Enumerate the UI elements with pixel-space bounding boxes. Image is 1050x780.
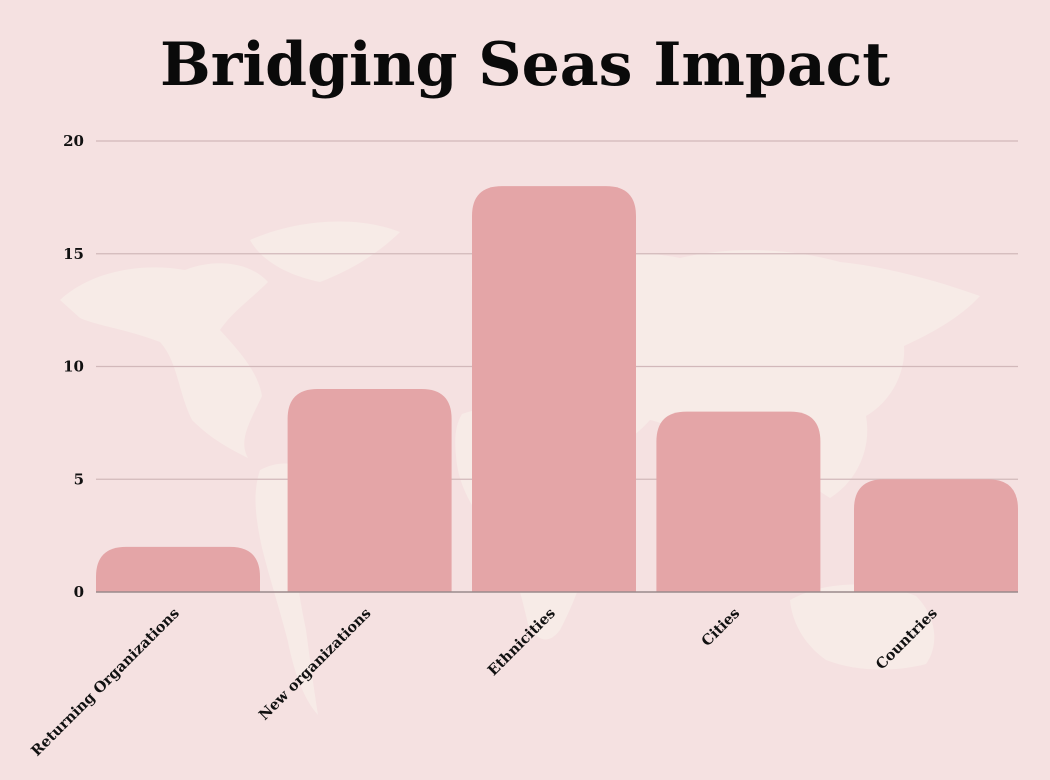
x-category-label: Returning Organizations xyxy=(28,605,183,760)
y-tick-label: 10 xyxy=(63,358,84,376)
bar-new-organizations xyxy=(287,389,452,592)
x-category-label: Cities xyxy=(698,605,743,650)
y-tick-label: 0 xyxy=(74,583,84,601)
bar-ethnicities xyxy=(472,186,636,592)
chart-title: Bridging Seas Impact xyxy=(160,30,890,100)
x-category-label: Ethnicities xyxy=(484,605,558,679)
bar-countries xyxy=(854,479,1018,592)
y-tick-label: 15 xyxy=(63,245,84,263)
bars-group xyxy=(96,186,1018,592)
bar-cities xyxy=(656,411,821,592)
bar-returning-organizations xyxy=(96,546,260,592)
y-tick-label: 20 xyxy=(63,132,84,150)
y-tick-label: 5 xyxy=(74,470,84,488)
